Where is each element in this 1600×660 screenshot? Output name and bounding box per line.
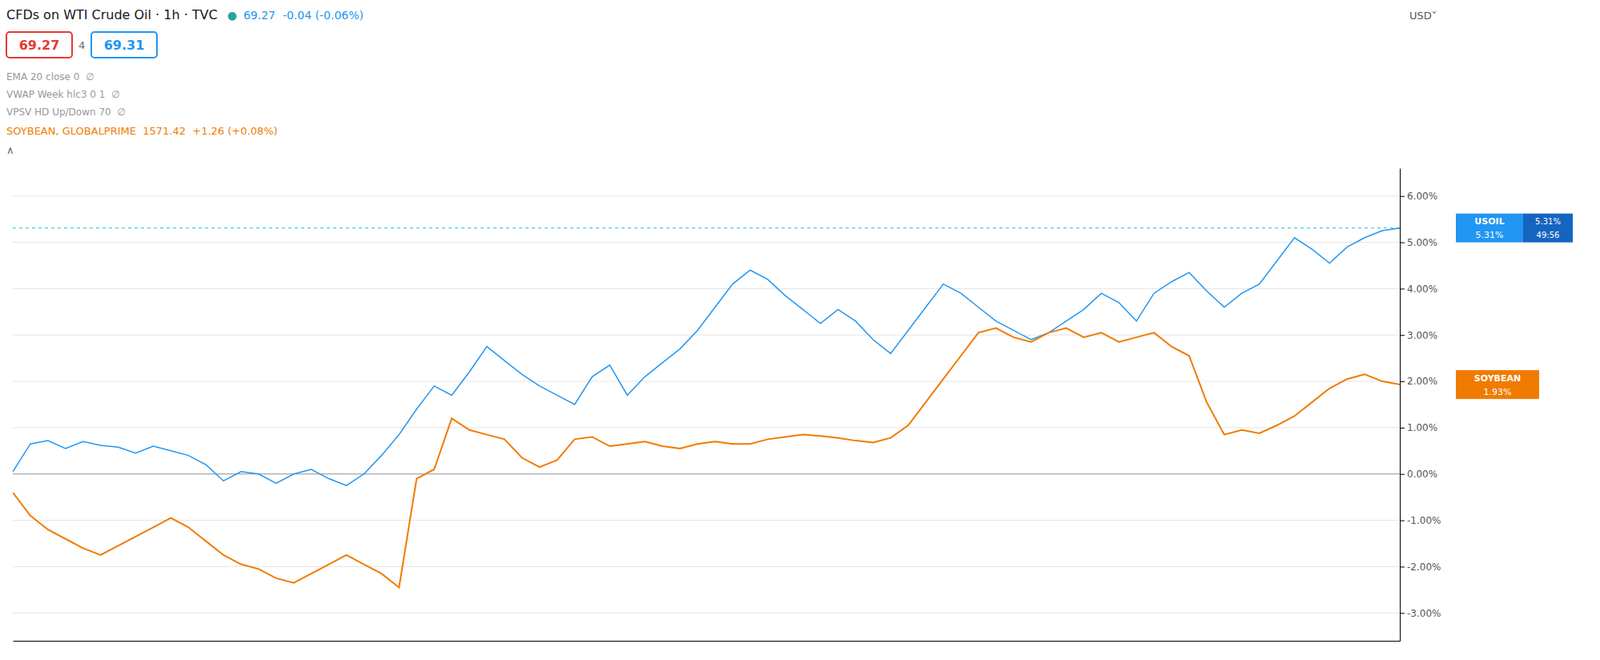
series-line [12, 328, 1400, 588]
price-tag: SOYBEAN 1.93% [1455, 369, 1540, 399]
price-tag: USOIL 5.31% 5.31% 49:56 [1455, 213, 1573, 243]
annotation: 69.27 -0.04 (-0.06%) [243, 8, 364, 22]
tag-label: 1.93% [1483, 386, 1512, 398]
price-tags: USOIL 5.31% 5.31% 49:56 SOYBEAN 1.93% [1455, 213, 1573, 400]
y-tick: 3.00% [1399, 329, 1438, 342]
grid-line [12, 566, 1400, 567]
tag-label: 5.31% [1535, 217, 1561, 226]
tick-mark [1399, 612, 1405, 614]
tick-mark [1399, 381, 1405, 382]
annotation: USD˅ [1409, 9, 1437, 22]
y-tick: -1.00% [1399, 514, 1441, 527]
tag-label: 49:56 [1536, 230, 1560, 240]
x-axis [13, 640, 1401, 642]
tick-label: 4.00% [1407, 283, 1438, 295]
grid-line [12, 519, 1400, 521]
annotation: 69.27 [19, 37, 61, 53]
marks [12, 228, 1400, 588]
y-tick: 6.00% [1399, 190, 1438, 202]
plot: -3.00% -2.00% -1.00% 0.00% 1.00% 2.00% 3.00% 4.… [12, 168, 1573, 642]
annotation: ● [227, 8, 238, 22]
chart: -3.00% -2.00% -1.00% 0.00% 1.00% 2.00% 3.00% 4.… [0, 0, 1600, 660]
tick-label: 5.00% [1407, 237, 1438, 249]
grid [12, 196, 1400, 614]
tick-mark [1399, 196, 1405, 197]
y-tick: 5.00% [1399, 237, 1438, 249]
grid-line [12, 334, 1400, 336]
tick-mark [1399, 474, 1405, 475]
tick-label: 3.00% [1407, 329, 1438, 342]
annotation: 4 [78, 39, 85, 52]
reference-line [12, 473, 1400, 475]
tag-label: USOIL [1474, 216, 1504, 227]
grid-line [12, 612, 1400, 614]
axis-line [13, 640, 1401, 642]
annotation: 69.31 [104, 37, 145, 53]
grid-line [12, 426, 1400, 428]
reference-line [12, 227, 1400, 229]
y-tick: -3.00% [1399, 607, 1441, 620]
tick-mark [1399, 288, 1405, 290]
tag-label: 5.31% [1475, 229, 1504, 241]
tick-mark [1399, 427, 1405, 429]
annotation: ∧ [6, 144, 15, 157]
price-box [6, 32, 73, 58]
y-tick: 4.00% [1399, 283, 1438, 295]
tick-label: 6.00% [1407, 190, 1438, 202]
grid-line [12, 195, 1400, 197]
tick-mark [1399, 566, 1405, 567]
tag-label: SOYBEAN [1474, 373, 1521, 384]
annotation: SOYBEAN, GLOBALPRIME 1571.42 +1.26 (+0.0… [6, 124, 278, 137]
tick-label: -2.00% [1407, 561, 1441, 573]
header: CFDs on WTI Crude Oil · 1h · TVC ● 69.27 -… [6, 7, 1437, 157]
y-tick: 1.00% [1399, 422, 1438, 434]
grid-line [12, 473, 1400, 475]
grid-line [12, 288, 1400, 290]
annotation: VWAP Week hlc3 0 1 ∅ [6, 88, 121, 101]
y-axis: -3.00% -2.00% -1.00% 0.00% 1.00% 2.00% 3.00% 4.… [1399, 168, 1441, 642]
tick-mark [1399, 334, 1405, 336]
grid-line [12, 241, 1400, 243]
tag-box [1455, 213, 1524, 243]
grid-line [12, 381, 1400, 382]
tick-label: 2.00% [1407, 375, 1438, 387]
tick-label: -1.00% [1407, 514, 1441, 527]
tag-box [1455, 369, 1540, 399]
series-line [12, 228, 1400, 487]
price-box [91, 32, 157, 58]
tag-box [1523, 213, 1573, 243]
tick-mark [1399, 242, 1405, 244]
title: CFDs on WTI Crude Oil · 1h · TVC [6, 7, 218, 23]
annotation: VPSV HD Up/Down 70 ∅ [6, 106, 126, 118]
tick-label: 0.00% [1407, 468, 1438, 480]
axis-line [1399, 168, 1401, 642]
annotation: EMA 20 close 0 ∅ [6, 71, 94, 83]
tick-mark [1399, 520, 1405, 522]
tick-label: -3.00% [1407, 607, 1441, 620]
y-tick: 0.00% [1399, 468, 1438, 480]
tick-label: 1.00% [1407, 422, 1438, 434]
y-tick: -2.00% [1399, 561, 1441, 573]
y-tick: 2.00% [1399, 375, 1438, 387]
